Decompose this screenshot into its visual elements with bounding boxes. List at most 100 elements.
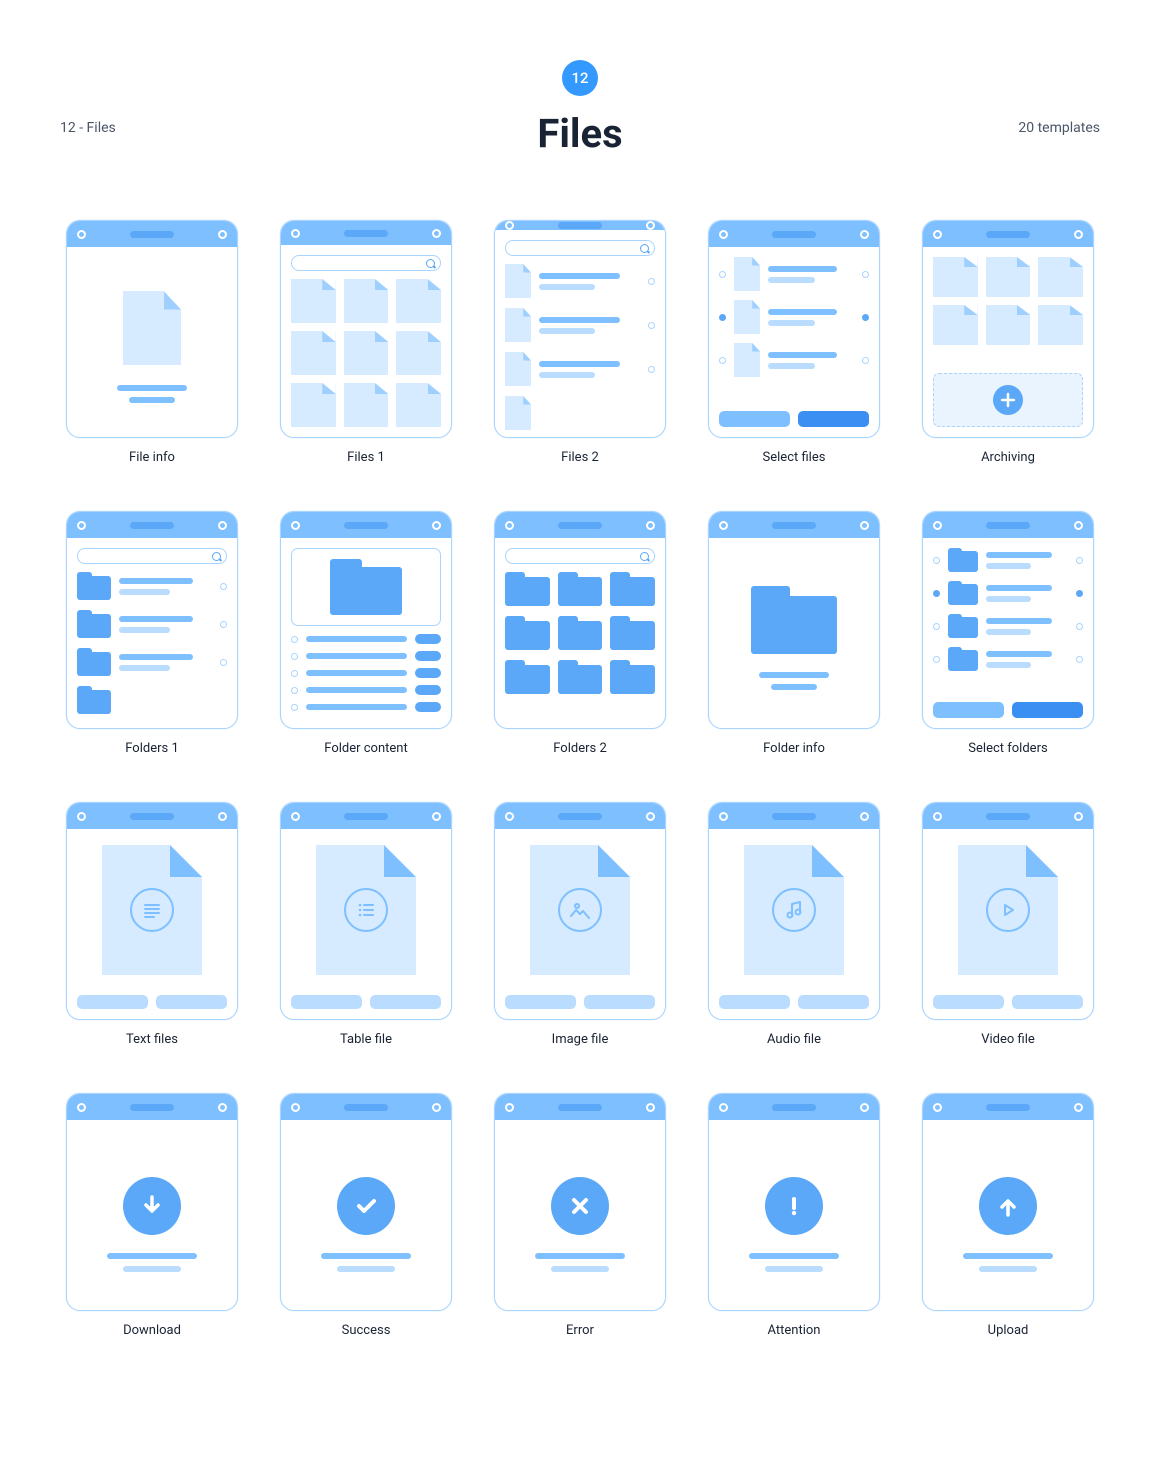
template-label: Folder info xyxy=(763,741,825,756)
search-icon xyxy=(212,552,221,561)
exclamation-icon xyxy=(765,1177,823,1235)
search-icon xyxy=(640,244,649,253)
wireframe-topbar xyxy=(709,803,879,829)
template-select-folders[interactable]: Select folders xyxy=(916,511,1100,756)
document-icon xyxy=(505,396,531,430)
template-audio-file[interactable]: Audio file xyxy=(702,802,886,1047)
template-label: Folders 1 xyxy=(125,741,179,756)
document-icon xyxy=(744,845,844,975)
text-lines-icon xyxy=(130,888,174,932)
search-bar xyxy=(291,255,441,271)
template-download[interactable]: Download xyxy=(60,1093,244,1338)
radio-selected-icon xyxy=(719,314,726,321)
document-icon xyxy=(505,352,531,386)
document-icon xyxy=(933,305,978,345)
wireframe-topbar xyxy=(495,512,665,538)
template-image-file[interactable]: Image file xyxy=(488,802,672,1047)
template-folder-content[interactable]: Folder content xyxy=(274,511,458,756)
wireframe-topbar xyxy=(923,512,1093,538)
template-archiving[interactable]: Archiving xyxy=(916,220,1100,465)
template-label: Table file xyxy=(340,1032,392,1047)
wireframe-topbar xyxy=(709,1094,879,1120)
template-attention[interactable]: Attention xyxy=(702,1093,886,1338)
template-files-1[interactable]: Files 1 xyxy=(274,220,458,465)
plus-icon xyxy=(993,385,1023,415)
document-icon xyxy=(344,279,389,323)
wireframe-topbar xyxy=(67,803,237,829)
template-folders-1[interactable]: Folders 1 xyxy=(60,511,244,756)
template-label: Video file xyxy=(981,1032,1035,1047)
folder-icon xyxy=(948,614,978,638)
folder-icon xyxy=(610,572,655,606)
play-icon xyxy=(986,888,1030,932)
template-label: Download xyxy=(123,1323,181,1338)
template-upload[interactable]: Upload xyxy=(916,1093,1100,1338)
folder-icon xyxy=(330,559,402,615)
document-icon xyxy=(344,331,389,375)
document-icon xyxy=(396,279,441,323)
document-icon xyxy=(291,331,336,375)
page-title: Files xyxy=(537,110,622,157)
template-label: Audio file xyxy=(767,1032,821,1047)
document-icon xyxy=(1038,257,1083,297)
document-icon xyxy=(505,308,531,342)
folder-icon xyxy=(558,572,603,606)
folder-icon xyxy=(558,616,603,650)
download-icon xyxy=(123,1177,181,1235)
template-select-files[interactable]: Select files xyxy=(702,220,886,465)
template-label: Folders 2 xyxy=(553,741,607,756)
music-note-icon xyxy=(772,888,816,932)
search-bar xyxy=(77,548,227,564)
template-file-info[interactable]: File info xyxy=(60,220,244,465)
document-icon xyxy=(291,279,336,323)
template-label: Folder content xyxy=(324,741,407,756)
template-label: Select folders xyxy=(968,741,1047,756)
template-text-files[interactable]: Text files xyxy=(60,802,244,1047)
category-badge: 12 xyxy=(562,60,598,96)
template-grid: File info Files 1 xyxy=(60,220,1100,1338)
template-success[interactable]: Success xyxy=(274,1093,458,1338)
document-icon xyxy=(958,845,1058,975)
template-label: Text files xyxy=(126,1032,178,1047)
search-icon xyxy=(640,552,649,561)
folder-icon xyxy=(948,548,978,572)
document-icon xyxy=(734,300,760,334)
wireframe-topbar xyxy=(495,1094,665,1120)
wireframe-topbar xyxy=(281,221,451,245)
template-folders-2[interactable]: Folders 2 xyxy=(488,511,672,756)
wireframe-topbar xyxy=(923,803,1093,829)
wireframe-topbar xyxy=(709,512,879,538)
upload-icon xyxy=(979,1177,1037,1235)
wireframe-topbar xyxy=(923,1094,1093,1120)
template-error[interactable]: Error xyxy=(488,1093,672,1338)
template-label: Image file xyxy=(552,1032,609,1047)
template-label: Select files xyxy=(763,450,826,465)
wireframe-topbar xyxy=(281,512,451,538)
document-icon xyxy=(396,383,441,427)
document-icon xyxy=(123,291,181,365)
document-icon xyxy=(986,305,1031,345)
search-icon xyxy=(426,259,435,268)
folder-icon xyxy=(505,660,550,694)
header: 12 Files 12 - Files 20 templates xyxy=(60,60,1100,190)
check-icon xyxy=(337,1177,395,1235)
wireframe-topbar xyxy=(67,1094,237,1120)
folder-icon xyxy=(77,572,111,600)
folder-icon xyxy=(558,660,603,694)
folder-icon xyxy=(610,616,655,650)
template-folder-info[interactable]: Folder info xyxy=(702,511,886,756)
folder-icon xyxy=(948,647,978,671)
document-icon xyxy=(102,845,202,975)
button-primary xyxy=(1012,702,1083,718)
breadcrumb: 12 - Files xyxy=(60,120,116,136)
template-table-file[interactable]: Table file xyxy=(274,802,458,1047)
document-icon xyxy=(530,845,630,975)
template-files-2[interactable]: Files 2 xyxy=(488,220,672,465)
template-video-file[interactable]: Video file xyxy=(916,802,1100,1047)
template-label: Success xyxy=(342,1323,391,1338)
button-secondary xyxy=(719,411,790,427)
wireframe-topbar xyxy=(67,512,237,538)
folder-icon xyxy=(751,586,837,654)
template-label: Upload xyxy=(988,1323,1029,1338)
folder-icon xyxy=(610,660,655,694)
